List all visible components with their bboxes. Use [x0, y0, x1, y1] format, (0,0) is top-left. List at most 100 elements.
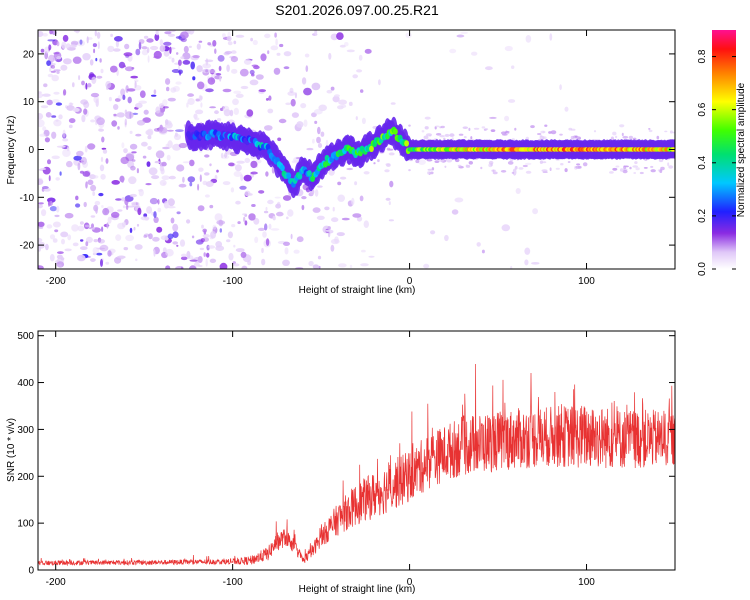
noise-speck — [234, 164, 242, 172]
noise-speck — [314, 30, 318, 36]
noise-speck — [62, 129, 66, 138]
noise-speck — [68, 118, 76, 124]
noise-speck — [42, 33, 48, 37]
noise-speck — [143, 235, 148, 238]
snr-frame — [37, 330, 676, 571]
noise-speck — [176, 164, 185, 172]
noise-speck — [99, 244, 109, 252]
noise-speck — [290, 233, 293, 240]
noise-speck — [313, 108, 323, 115]
noise-speck — [193, 113, 198, 120]
noise-speck — [93, 239, 99, 243]
noise-speck — [60, 64, 68, 71]
noise-speck — [96, 31, 101, 39]
noise-speck — [249, 79, 259, 86]
noise-speck — [500, 170, 507, 173]
noise-speck — [544, 124, 548, 127]
noise-speck — [121, 197, 126, 202]
noise-speck — [147, 135, 152, 140]
noise-speck — [214, 110, 219, 115]
noise-speck — [80, 99, 88, 105]
y-tick-label: 400 — [17, 378, 34, 389]
noise-speck — [265, 171, 269, 177]
noise-speck — [510, 265, 513, 269]
noise-speck — [155, 106, 161, 114]
noise-speck — [346, 49, 355, 53]
noise-speck — [648, 128, 651, 130]
noise-speck — [124, 66, 134, 72]
noise-speck — [233, 171, 242, 177]
noise-speck — [158, 126, 168, 134]
noise-speck — [165, 143, 169, 147]
noise-speck — [421, 130, 425, 133]
noise-speck — [197, 205, 205, 212]
noise-speck — [619, 124, 625, 128]
noise-speck — [564, 168, 568, 173]
noise-speck — [113, 104, 119, 110]
noise-speck — [40, 105, 49, 109]
noise-speck — [129, 130, 133, 134]
noise-speck — [156, 226, 163, 233]
noise-speck — [656, 135, 660, 140]
noise-speck — [47, 39, 56, 42]
noise-speck — [96, 75, 103, 79]
noise-speck — [364, 48, 372, 54]
noise-speck — [84, 224, 91, 228]
spectrogram-ylabel: Frequency (Hz) — [6, 116, 17, 185]
spectrogram-xlabel: Height of straight line (km) — [299, 285, 416, 296]
noise-speck — [154, 33, 160, 41]
noise-speck — [115, 198, 122, 201]
noise-speck — [217, 55, 225, 62]
noise-speck — [100, 68, 104, 74]
noise-speck — [42, 93, 51, 97]
noise-speck — [470, 136, 473, 140]
noise-speck — [209, 106, 217, 109]
noise-speck — [100, 173, 106, 180]
noise-speck — [672, 131, 675, 134]
noise-speck — [202, 180, 208, 186]
noise-speck — [231, 68, 238, 74]
noise-speck — [153, 50, 162, 59]
spectrogram-marks — [38, 30, 675, 269]
noise-speck — [73, 30, 81, 33]
noise-speck — [539, 135, 545, 140]
noise-speck — [167, 97, 176, 102]
noise-speck — [192, 76, 196, 81]
noise-speck — [51, 155, 60, 160]
noise-speck — [56, 56, 62, 60]
noise-speck — [632, 165, 638, 168]
noise-speck — [525, 170, 532, 174]
noise-speck — [139, 90, 146, 98]
noise-speck — [301, 77, 307, 85]
snr-x-ticks: -200 -100 0 100 — [46, 331, 595, 588]
noise-speck — [219, 228, 222, 233]
noise-speck — [268, 95, 272, 101]
noise-speck — [373, 162, 376, 165]
noise-speck — [105, 158, 109, 164]
noise-speck — [582, 162, 588, 167]
noise-speck — [111, 180, 120, 185]
noise-speck — [42, 126, 47, 132]
noise-speck — [51, 99, 60, 103]
noise-speck — [216, 169, 219, 173]
noise-speck — [265, 238, 270, 247]
noise-speck — [180, 256, 188, 261]
noise-speck — [164, 119, 169, 125]
noise-speck — [296, 121, 304, 128]
noise-speck — [430, 171, 434, 175]
noise-speck — [166, 206, 176, 209]
noise-speck — [525, 35, 532, 43]
noise-speck — [54, 214, 60, 218]
noise-speck — [82, 171, 91, 177]
noise-speck — [239, 185, 247, 190]
noise-speck — [293, 249, 300, 254]
noise-speck — [94, 30, 98, 37]
noise-speck — [484, 128, 489, 131]
noise-speck — [135, 133, 142, 137]
noise-speck — [115, 39, 119, 48]
noise-speck — [308, 260, 314, 267]
noise-speck — [144, 217, 149, 221]
noise-speck — [316, 215, 325, 220]
colorbar: 0.0 0.2 0.4 0.6 0.8 Normalized spectral ampl… — [697, 30, 747, 276]
